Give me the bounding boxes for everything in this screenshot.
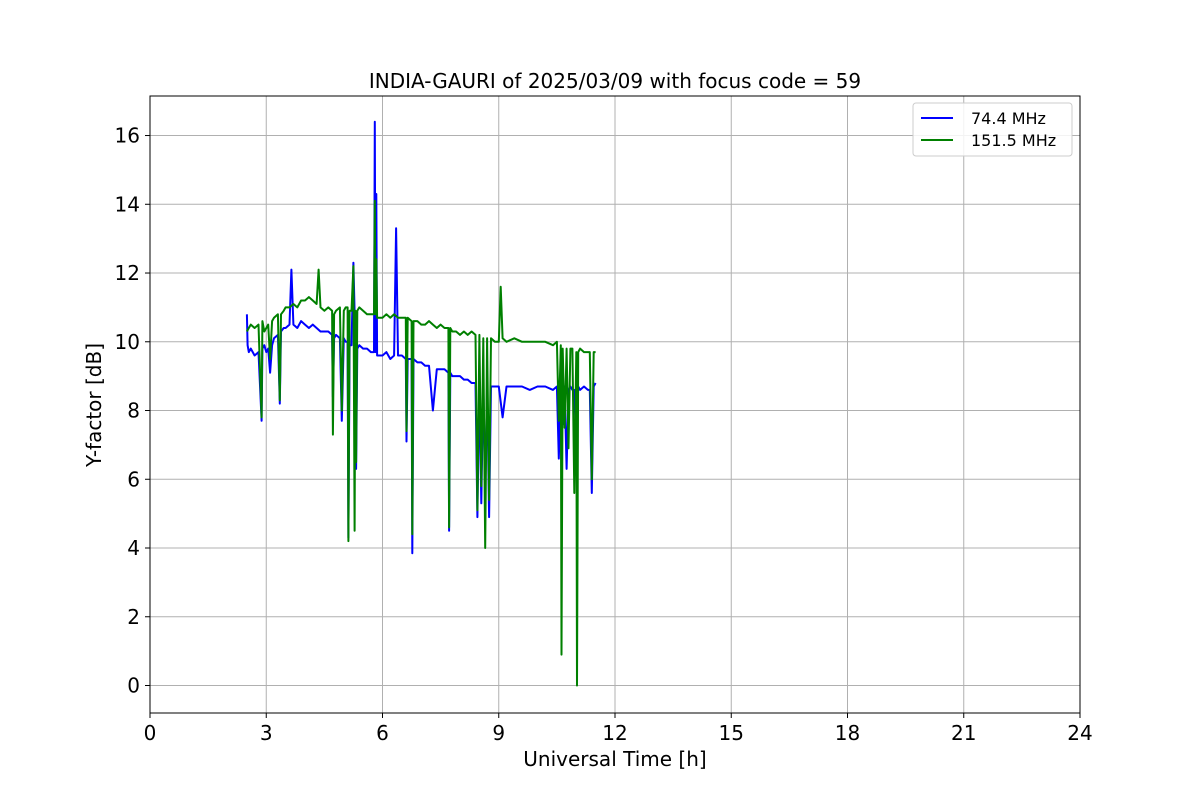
legend-label-0: 74.4 MHz xyxy=(971,109,1046,128)
x-tick-label: 24 xyxy=(1067,721,1092,745)
legend-label-1: 151.5 MHz xyxy=(971,131,1056,150)
x-tick-label: 15 xyxy=(719,721,744,745)
series-layer xyxy=(245,120,597,687)
legend-box xyxy=(912,102,1073,157)
x-tick-label: 9 xyxy=(492,721,505,745)
y-tick-label: 14 xyxy=(115,192,140,216)
x-tick-label: 6 xyxy=(376,721,389,745)
x-tick-label: 3 xyxy=(260,721,273,745)
y-tick-label: 10 xyxy=(115,330,140,354)
x-tick-label: 12 xyxy=(602,721,627,745)
x-axis-label: Universal Time [h] xyxy=(523,747,706,771)
y-tick-label: 16 xyxy=(115,124,140,148)
series-line-1 xyxy=(246,199,596,687)
x-tick-label: 0 xyxy=(144,721,157,745)
legend: 74.4 MHz 151.5 MHz xyxy=(912,102,1073,157)
y-axis-label: Y-factor [dB] xyxy=(82,343,106,468)
chart-title: INDIA-GAURI of 2025/03/09 with focus cod… xyxy=(369,69,861,93)
y-tick-label: 12 xyxy=(115,261,140,285)
y-tick-label: 0 xyxy=(127,674,140,698)
y-tick-label: 8 xyxy=(127,399,140,423)
y-tick-label: 4 xyxy=(127,536,140,560)
x-tick-label: 18 xyxy=(835,721,860,745)
y-tick-label: 2 xyxy=(127,605,140,629)
y-tick-label: 6 xyxy=(127,467,140,491)
series-line-0 xyxy=(245,120,597,555)
x-tick-label: 21 xyxy=(951,721,976,745)
